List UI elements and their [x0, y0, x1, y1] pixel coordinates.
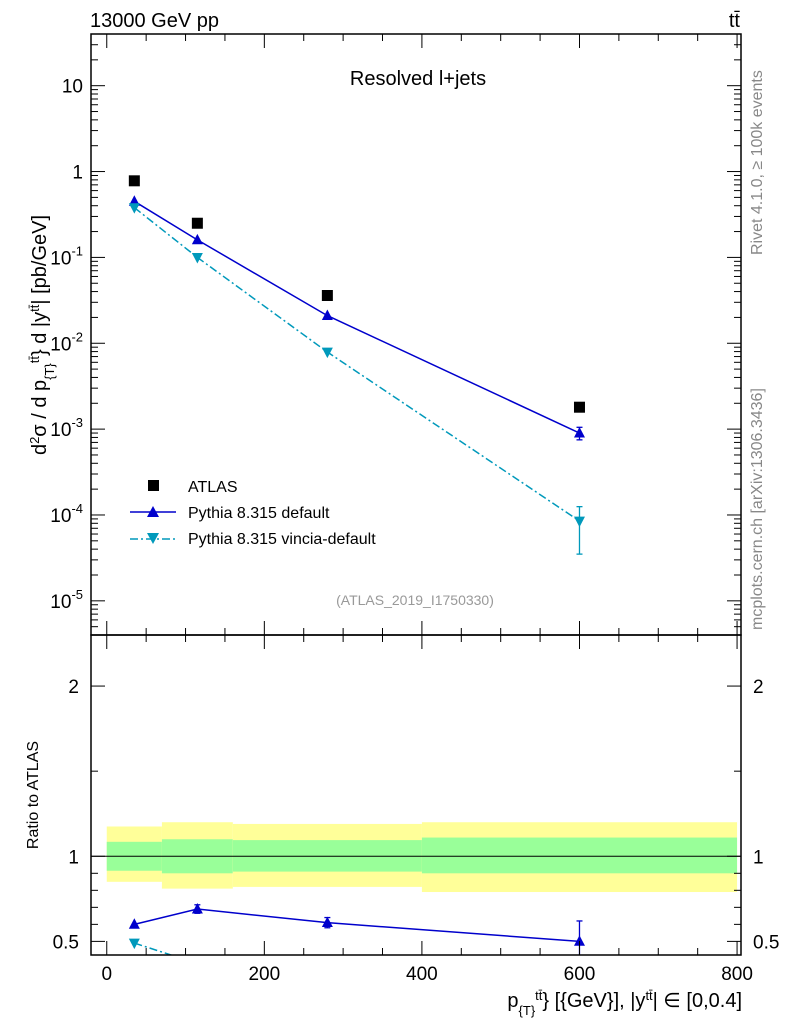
ratio-mc-point	[573, 935, 585, 946]
main-y-tick-label: 10-5	[50, 587, 83, 613]
ratio-y-axis: 0.5 0.5 1 1 2 2	[53, 677, 780, 953]
analysis-id-label: (ATLAS_2019_I1750330)	[336, 592, 494, 608]
main-mc-point	[128, 195, 140, 206]
main-y-tick-label: 1	[72, 163, 83, 184]
main-y-tick-label: 10-2	[50, 329, 83, 355]
header-process-label: tt̄	[729, 10, 741, 32]
x-tick-label: 800	[721, 964, 753, 985]
plot-title: Resolved l+jets	[350, 68, 486, 90]
main-y-tick-label: 10-4	[50, 501, 83, 527]
main-mc-point	[573, 426, 585, 438]
ratio-y-tick-label: 1	[68, 847, 79, 868]
legend-pythia-marker	[147, 506, 159, 517]
header-energy-label: 13000 GeV pp	[90, 10, 219, 32]
mcplots-label: mcplots.cern.ch [arXiv:1306.3436]	[749, 388, 766, 630]
x-axis-label: p{T}tt̄} [{GeV}], |ytt̄| ∈ [0,0.4]	[507, 988, 742, 1018]
ratio-y-axis-label: Ratio to ATLAS	[25, 741, 42, 849]
main-y-tick-label: 10-3	[50, 415, 83, 441]
legend-pythia-label: Pythia 8.315 default	[188, 505, 330, 522]
main-y-axis-label: d2σ / d p{T}tt̄} d |ytt̄| [pb/GeV]	[27, 215, 57, 455]
main-series-line	[133, 200, 580, 434]
ratio-series-line	[134, 908, 580, 943]
main-mc-point	[321, 347, 333, 359]
legend-atlas-label: ATLAS	[188, 479, 238, 496]
main-mc-point	[191, 253, 203, 264]
main-series-line	[133, 207, 580, 522]
x-tick-label: 0	[101, 964, 112, 985]
legend: ATLAS Pythia 8.315 default Pythia 8.315 …	[130, 479, 376, 548]
legend-vincia-marker	[147, 533, 159, 544]
main-mc-point	[321, 309, 333, 320]
x-tick-label: 400	[406, 964, 438, 985]
ratio-mc-point	[128, 938, 140, 950]
ratio-y-tick-label-right: 2	[753, 677, 764, 698]
ratio-mc-point	[192, 959, 203, 969]
legend-vincia-label: Pythia 8.315 vincia-default	[188, 531, 376, 548]
main-y-axis: 10-5 10-4 10-3 10-2 10-1 1 10	[50, 44, 741, 628]
main-data-point	[128, 175, 140, 187]
main-y-tick-label: 10-1	[50, 243, 83, 269]
ratio-series-group	[128, 902, 585, 969]
main-mc-point	[191, 233, 203, 245]
ratio-series-line	[134, 942, 174, 955]
main-mc-point	[573, 516, 585, 528]
ratio-panel: 0.5 0.51 12 2 0 200 400 600 800 Ratio to ATLAS …	[25, 634, 780, 1018]
ratio-mc-point	[191, 902, 203, 914]
ratio-y-tick-label-right: 1	[753, 847, 764, 868]
x-tick-label: 600	[564, 964, 596, 985]
ratio-y-tick-label: 2	[68, 677, 79, 698]
main-mc-point	[128, 203, 140, 214]
main-x-ticks	[106, 34, 738, 635]
ratio-y-tick-label-right: 0.5	[753, 932, 779, 953]
legend-atlas-marker	[148, 480, 159, 491]
ratio-frame	[90, 634, 742, 956]
main-data-point	[573, 401, 585, 413]
ratio-mc-point	[321, 916, 333, 928]
x-tick-label: 200	[248, 964, 280, 985]
x-axis: 0 200 400 600 800	[101, 635, 753, 985]
ratio-stat-uncertainty-band	[421, 837, 738, 874]
rivet-version-label: Rivet 4.1.0, ≥ 100k events	[749, 70, 766, 255]
main-data-point	[321, 290, 333, 302]
ratio-mc-point	[128, 918, 140, 929]
main-data-point	[191, 217, 203, 229]
main-y-tick-label: 10	[62, 77, 83, 98]
ratio-y-tick-label: 0.5	[53, 932, 79, 953]
